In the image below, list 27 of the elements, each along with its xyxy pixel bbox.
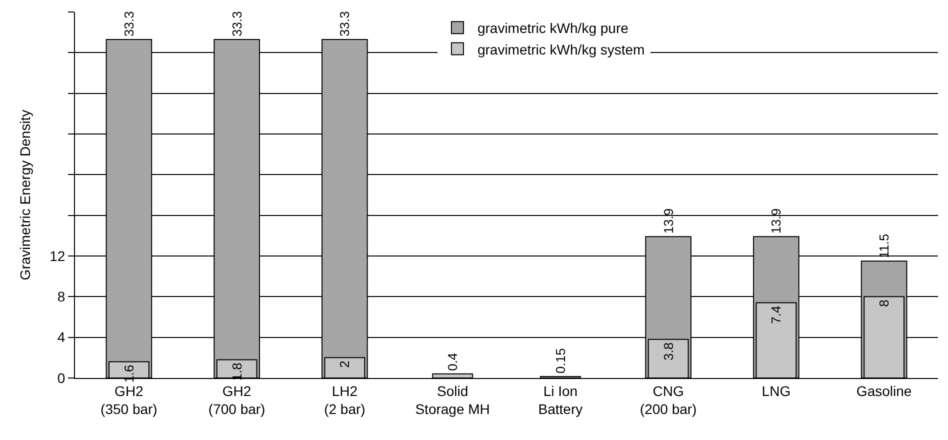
data-label: 7.4 <box>768 306 784 324</box>
x-tick-label: LH2 (2 bar) <box>324 382 366 417</box>
data-label: 2 <box>337 360 352 368</box>
y-tick-label: 12 <box>50 248 66 264</box>
y-tick-label: 0 <box>57 370 66 386</box>
data-label: 3.8 <box>660 342 676 360</box>
x-tick-label: GH2 (350 bar) <box>100 382 158 417</box>
legend-label: gravimetric kWh/kg system <box>477 41 645 58</box>
legend-label: gravimetric kWh/kg pure <box>477 20 629 36</box>
y-axis-title: Gravimetric Energy Density <box>17 110 34 280</box>
x-tick-label: LNG <box>762 382 791 399</box>
y-tick-label: 4 <box>57 329 66 346</box>
y-tick-label: 8 <box>57 288 66 305</box>
data-label: 0.15 <box>552 348 568 374</box>
data-label: 0.4 <box>445 352 460 371</box>
data-label: 11.5 <box>876 234 892 258</box>
x-tick-label: GH2 (700 bar) <box>208 382 266 417</box>
x-tick-label: Solid Storage MH <box>415 382 490 417</box>
data-label: 33.3 <box>121 11 136 36</box>
data-label: 13.9 <box>660 208 676 234</box>
x-tick-label: CNG (200 bar) <box>640 382 697 417</box>
data-label: 33.3 <box>337 11 352 36</box>
x-tick-label: Gasoline <box>856 382 912 399</box>
data-label: 8 <box>876 300 892 307</box>
x-tick-label: Li Ion Battery <box>538 382 583 417</box>
data-label: 13.9 <box>768 208 784 234</box>
data-label: 33.3 <box>229 11 244 36</box>
